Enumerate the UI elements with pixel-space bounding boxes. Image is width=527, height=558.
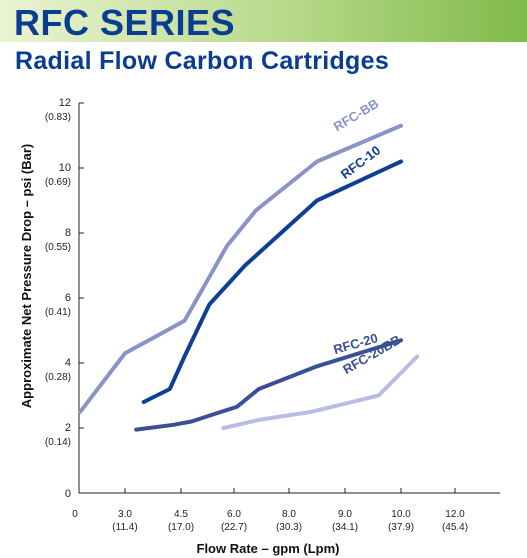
x-tick-label: 9.0 — [338, 509, 352, 520]
x-tick-sublabel: (37.9) — [388, 522, 414, 533]
y-tick-label: 6 — [65, 292, 71, 304]
chart-series — [78, 123, 420, 432]
y-tick-sublabel: (0.55) — [45, 242, 71, 253]
x-tick-label: 4.5 — [174, 509, 188, 520]
x-tick-sublabel: (11.4) — [112, 522, 137, 533]
page-subtitle: Radial Flow Carbon Cartridges — [15, 47, 390, 75]
x-tick-sublabel: (17.0) — [168, 522, 194, 533]
x-tick-sublabel: (45.4) — [442, 522, 468, 533]
y-tick-label: 12 — [59, 97, 71, 109]
chart-axes — [78, 103, 500, 494]
y-tick-sublabel: (0.69) — [45, 177, 71, 188]
y-tick-label: 0 — [65, 488, 71, 500]
x-tick-sublabel: (34.1) — [332, 522, 358, 533]
y-tick-sublabel: (0.41) — [45, 307, 71, 318]
series-line-rfc-10 — [141, 159, 403, 404]
y-tick-label: 2 — [65, 422, 71, 434]
x-axis-title: Flow Rate – gpm (Lpm) — [197, 541, 340, 556]
header-band — [0, 0, 527, 42]
y-tick-sublabel: (0.28) — [45, 372, 71, 383]
y-tick-label: 10 — [59, 162, 71, 174]
chart-ticks: 0 2 (0.14) 4 (0.28) 6 (0.41) 8 (0.55) 10 (0.69) 12 (… — [45, 97, 468, 533]
y-tick-sublabel: (0.83) — [45, 112, 71, 123]
series-label-rfc-bb: RFC-BB — [331, 96, 381, 135]
x-tick-sublabel: (22.7) — [221, 522, 247, 533]
x-tick-sublabel: (30.3) — [276, 522, 302, 533]
y-tick-label: 8 — [65, 227, 71, 239]
x-tick-label: 8.0 — [282, 509, 296, 520]
x-tick-label: 6.0 — [227, 509, 241, 520]
series-line-rfc-20bb — [221, 354, 420, 430]
x-tick-label: 0 — [72, 509, 78, 520]
y-tick-sublabel: (0.14) — [45, 437, 71, 448]
y-axis-title: Approximate Net Pressure Drop – psi (Bar… — [19, 144, 34, 408]
y-tick-label: 4 — [65, 357, 71, 369]
series-line-rfc-bb — [78, 123, 403, 414]
series-line-rfc-20 — [134, 338, 403, 432]
x-tick-label: 12.0 — [445, 509, 465, 520]
x-tick-label: 3.0 — [118, 509, 132, 520]
page-title: RFC SERIES — [14, 2, 236, 43]
x-tick-label: 10.0 — [391, 509, 411, 520]
